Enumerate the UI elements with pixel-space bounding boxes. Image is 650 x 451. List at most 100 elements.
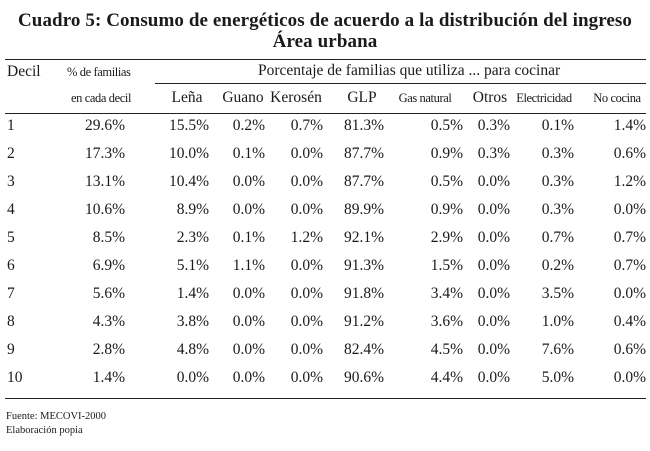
decil-cell: 2 (7, 145, 15, 162)
pct-families-cell: 10.6% (84, 201, 125, 218)
energy-table: Decil % de familias en cada decil Porcen… (5, 59, 646, 399)
value-cell: 0.3% (477, 117, 510, 134)
footer-source: Fuente: MECOVI-2000 (6, 411, 107, 422)
value-cell: 1.4% (613, 117, 646, 134)
value-cell: 0.4% (613, 313, 646, 330)
value-cell: 0.0% (613, 369, 646, 386)
header-col-6: Electricidad (516, 91, 572, 105)
value-cell: 3.8% (176, 313, 209, 330)
decil-cell: 7 (7, 285, 15, 302)
value-cell: 91.3% (343, 257, 384, 274)
pct-families-cell: 6.9% (92, 257, 125, 274)
value-cell: 0.0% (290, 173, 323, 190)
value-cell: 1.2% (613, 173, 646, 190)
pct-families-cell: 1.4% (92, 369, 125, 386)
value-cell: 8.9% (176, 201, 209, 218)
header-col-7: No cocina (593, 91, 641, 105)
value-cell: 91.2% (343, 313, 384, 330)
value-cell: 2.9% (430, 229, 463, 246)
value-cell: 4.8% (176, 341, 209, 358)
value-cell: 92.1% (343, 229, 384, 246)
decil-cell: 9 (7, 341, 15, 358)
table-title-line1: Cuadro 5: Consumo de energéticos de acue… (17, 10, 633, 31)
value-cell: 0.0% (477, 285, 510, 302)
bottom-rule (5, 398, 646, 399)
value-cell: 0.7% (541, 229, 574, 246)
value-cell: 0.1% (232, 145, 265, 162)
value-cell: 0.0% (477, 201, 510, 218)
value-cell: 0.0% (477, 313, 510, 330)
header-decil: Decil (7, 63, 41, 80)
table-title: Cuadro 5: Consumo de energéticos de acue… (0, 10, 650, 52)
value-cell: 4.4% (430, 369, 463, 386)
value-cell: 0.0% (290, 145, 323, 162)
value-cell: 3.4% (430, 285, 463, 302)
value-cell: 0.0% (290, 341, 323, 358)
pct-families-cell: 2.8% (92, 341, 125, 358)
header-group: Porcentaje de familias que utiliza ... p… (258, 62, 561, 79)
value-cell: 0.0% (290, 369, 323, 386)
value-cell: 91.8% (343, 285, 384, 302)
value-cell: 1.1% (232, 257, 265, 274)
value-cell: 0.0% (232, 201, 265, 218)
value-cell: 15.5% (168, 117, 209, 134)
value-cell: 0.1% (541, 117, 574, 134)
value-cell: 3.6% (430, 313, 463, 330)
decil-cell: 5 (7, 229, 15, 246)
value-cell: 0.0% (232, 369, 265, 386)
value-cell: 0.0% (232, 173, 265, 190)
value-cell: 81.3% (343, 117, 384, 134)
value-cell: 87.7% (343, 173, 384, 190)
value-cell: 10.4% (168, 173, 209, 190)
footer-elaboration: Elaboración popia (6, 425, 83, 436)
value-cell: 0.0% (477, 341, 510, 358)
header-pct-line1: % de familias (67, 65, 131, 79)
value-cell: 0.2% (232, 117, 265, 134)
decil-cell: 1 (7, 117, 15, 134)
pct-families-cell: 8.5% (92, 229, 125, 246)
value-cell: 4.5% (430, 341, 463, 358)
value-cell: 1.0% (541, 313, 574, 330)
value-cell: 0.0% (176, 369, 209, 386)
value-cell: 0.0% (290, 257, 323, 274)
pct-families-cell: 4.3% (92, 313, 125, 330)
value-cell: 0.0% (477, 229, 510, 246)
value-cell: 89.9% (343, 201, 384, 218)
value-cell: 7.6% (541, 341, 574, 358)
value-cell: 1.4% (176, 285, 209, 302)
value-cell: 0.0% (290, 201, 323, 218)
decil-cell: 6 (7, 257, 15, 274)
value-cell: 1.5% (430, 257, 463, 274)
pct-families-cell: 29.6% (84, 117, 125, 134)
value-cell: 0.5% (430, 173, 463, 190)
value-cell: 0.0% (232, 313, 265, 330)
value-cell: 0.3% (541, 173, 574, 190)
group-rule (155, 83, 646, 84)
value-cell: 0.3% (541, 201, 574, 218)
value-cell: 10.0% (168, 145, 209, 162)
value-cell: 3.5% (541, 285, 574, 302)
value-cell: 0.3% (477, 145, 510, 162)
header-col-4: Gas natural (398, 91, 452, 105)
decil-cell: 3 (7, 173, 15, 190)
table-title-line2: Área urbana (272, 31, 378, 52)
value-cell: 0.9% (430, 201, 463, 218)
value-cell: 82.4% (343, 341, 384, 358)
decil-cell: 10 (7, 369, 23, 386)
header-col-5: Otros (472, 89, 508, 106)
value-cell: 0.6% (613, 341, 646, 358)
value-cell: 0.0% (477, 257, 510, 274)
value-cell: 90.6% (343, 369, 384, 386)
value-cell: 0.7% (290, 117, 323, 134)
value-cell: 5.1% (176, 257, 209, 274)
pct-families-cell: 5.6% (92, 285, 125, 302)
value-cell: 0.5% (430, 117, 463, 134)
value-cell: 0.9% (430, 145, 463, 162)
pct-families-cell: 13.1% (84, 173, 125, 190)
header-col-1: Guano (222, 89, 264, 106)
value-cell: 0.3% (541, 145, 574, 162)
value-cell: 0.0% (232, 341, 265, 358)
value-cell: 5.0% (541, 369, 574, 386)
value-cell: 0.0% (290, 285, 323, 302)
header-col-0: Leña (171, 89, 203, 106)
